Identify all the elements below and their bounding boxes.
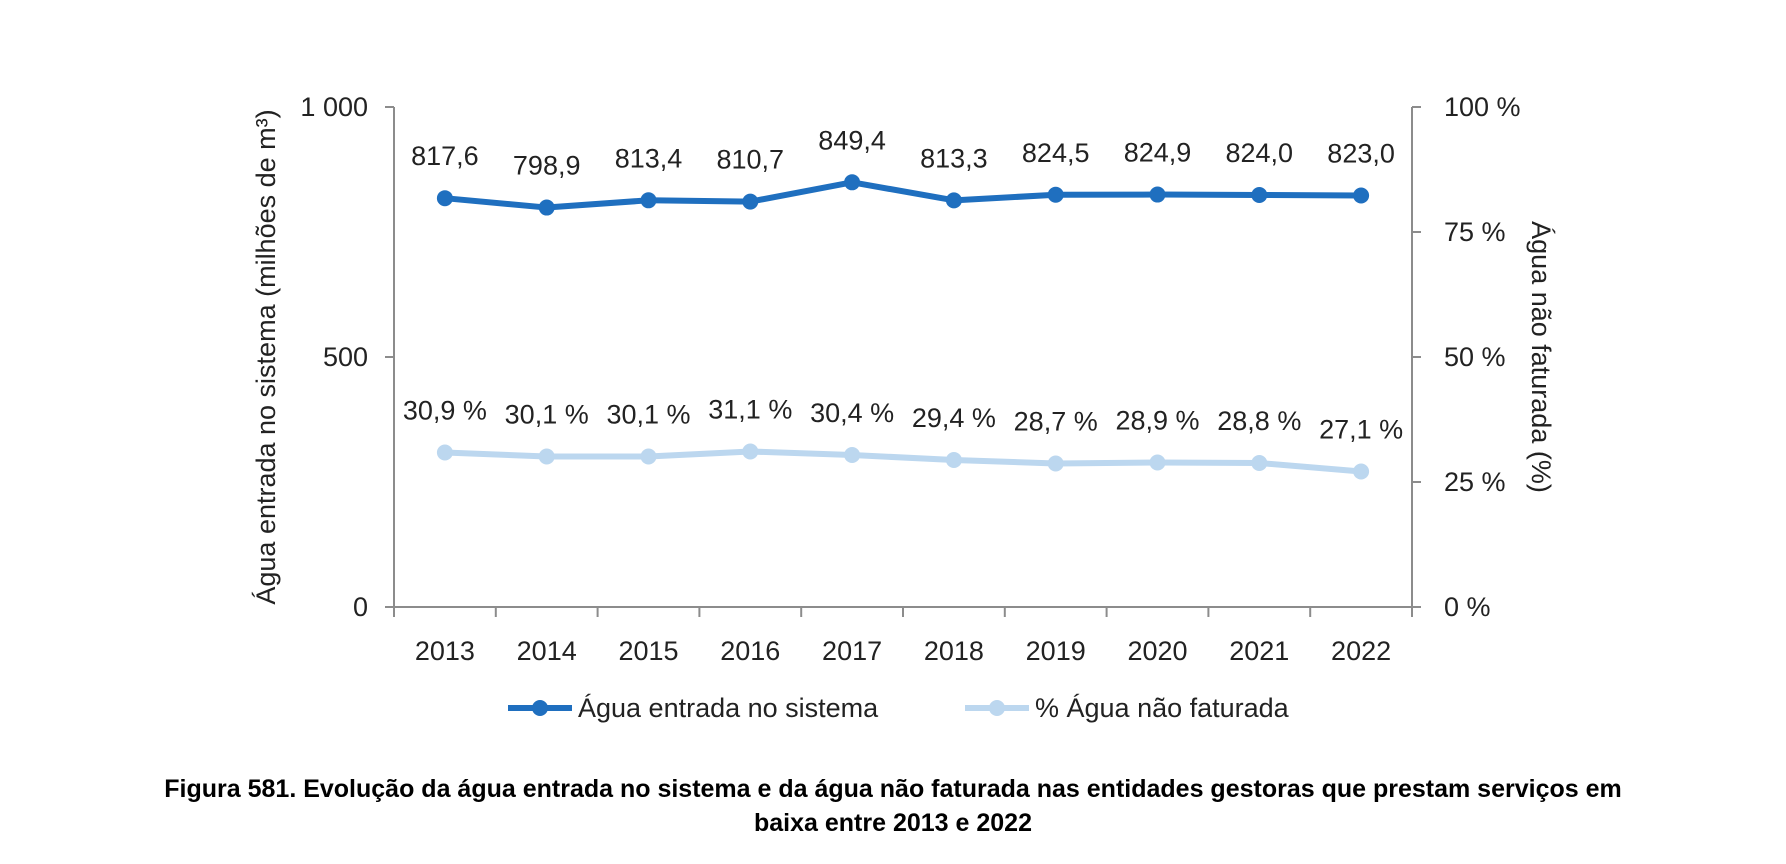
data-point bbox=[1149, 186, 1166, 203]
data-label: 27,1 % bbox=[1319, 415, 1403, 445]
data-point bbox=[1251, 455, 1268, 471]
data-label: 30,1 % bbox=[505, 400, 589, 430]
legend-item-2: % Água não faturada bbox=[965, 693, 1290, 723]
data-point bbox=[1251, 187, 1268, 203]
data-point bbox=[742, 443, 759, 460]
legend-label: Água entrada no sistema bbox=[578, 693, 879, 723]
data-point bbox=[1047, 455, 1064, 472]
data-label: 813,4 bbox=[615, 143, 683, 173]
data-point bbox=[538, 199, 555, 216]
x-tick-label: 2014 bbox=[517, 636, 577, 666]
data-label: 823,0 bbox=[1327, 139, 1395, 169]
right-tick-label: 0 % bbox=[1444, 592, 1491, 622]
right-axis-title: Água não faturada (%) bbox=[1526, 221, 1556, 493]
data-label: 817,6 bbox=[411, 141, 479, 171]
legend-label: % Água não faturada bbox=[1035, 693, 1290, 723]
series-2: 30,9 % 30,1 % 30,1 % 31,1 % 30,4 % 29,4 % 28,7… bbox=[403, 395, 1403, 480]
data-point bbox=[1353, 463, 1370, 480]
x-tick-label: 2015 bbox=[618, 636, 678, 666]
data-label: 30,9 % bbox=[403, 396, 487, 426]
data-label: 28,9 % bbox=[1115, 406, 1199, 436]
data-point bbox=[436, 444, 453, 461]
left-tick-label: 500 bbox=[323, 342, 368, 372]
left-tick-label: 0 bbox=[353, 592, 368, 622]
data-point bbox=[844, 447, 861, 463]
data-label: 824,5 bbox=[1022, 138, 1090, 168]
right-tick-label: 100 % bbox=[1444, 92, 1521, 122]
x-tick-label: 2018 bbox=[924, 636, 984, 666]
data-point bbox=[1149, 454, 1166, 471]
data-point bbox=[538, 448, 555, 465]
data-point bbox=[436, 190, 453, 207]
data-label: 30,1 % bbox=[606, 400, 690, 430]
legend-item-1: Água entrada no sistema bbox=[508, 693, 879, 723]
left-axis-title: Água entrada no sistema (milhões de m³) bbox=[251, 109, 281, 604]
legend: Água entrada no sistema % Água não fatura… bbox=[508, 693, 1290, 723]
data-point bbox=[1047, 186, 1064, 203]
right-tick-label: 50 % bbox=[1444, 342, 1506, 372]
legend-marker bbox=[532, 700, 548, 716]
x-tick-label: 2017 bbox=[822, 636, 882, 666]
data-label: 813,3 bbox=[920, 143, 988, 173]
chart-marks: 817,6 798,9 813,4 810,7 849,4 813,3 824,5 824,9… bbox=[403, 125, 1403, 480]
x-tick-label: 2019 bbox=[1026, 636, 1086, 666]
x-tick-label: 2016 bbox=[720, 636, 780, 666]
data-label: 824,0 bbox=[1226, 138, 1294, 168]
data-label: 810,7 bbox=[717, 145, 785, 175]
left-tick-label: 1 000 bbox=[300, 92, 368, 122]
series-line bbox=[441, 179, 1365, 211]
x-tick-label: 2021 bbox=[1229, 636, 1289, 666]
data-point bbox=[640, 448, 657, 465]
data-label: 28,8 % bbox=[1217, 406, 1301, 436]
series-1: 817,6 798,9 813,4 810,7 849,4 813,3 824,5 824,9… bbox=[411, 125, 1395, 216]
data-label: 849,4 bbox=[818, 125, 886, 155]
x-tick-label: 2013 bbox=[415, 636, 475, 666]
data-label: 28,7 % bbox=[1014, 407, 1098, 437]
figure-caption: Figura 581. Evolução da água entrada no … bbox=[100, 772, 1686, 840]
data-label: 824,9 bbox=[1124, 138, 1192, 168]
caption-line-1: Figura 581. Evolução da água entrada no … bbox=[164, 775, 1622, 803]
data-point bbox=[640, 192, 657, 209]
data-point bbox=[844, 174, 861, 191]
right-tick-label: 75 % bbox=[1444, 217, 1506, 247]
data-label: 30,4 % bbox=[810, 398, 894, 428]
data-label: 29,4 % bbox=[912, 403, 996, 433]
data-point bbox=[945, 452, 962, 468]
right-tick-label: 25 % bbox=[1444, 467, 1506, 497]
x-tick-label: 2022 bbox=[1331, 636, 1391, 666]
legend-marker bbox=[989, 700, 1005, 716]
data-point bbox=[1353, 187, 1370, 204]
x-tick-label: 2020 bbox=[1127, 636, 1187, 666]
chart: 0 500 1 000 0 % 25 % 50 % 75 % 100 % 2013 2014 201… bbox=[251, 92, 1556, 723]
data-point bbox=[945, 192, 962, 209]
data-label: 798,9 bbox=[513, 151, 581, 181]
series-line bbox=[441, 448, 1365, 475]
axes: 0 500 1 000 0 % 25 % 50 % 75 % 100 % 2013 2014 201… bbox=[251, 92, 1556, 666]
data-point bbox=[742, 193, 759, 210]
caption-line-2: baixa entre 2013 e 2022 bbox=[754, 809, 1032, 837]
data-label: 31,1 % bbox=[708, 395, 792, 425]
